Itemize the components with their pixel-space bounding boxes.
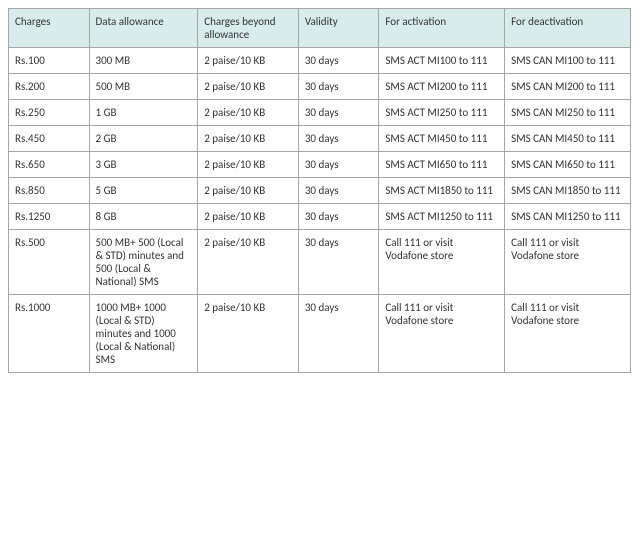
cell-charges-beyond: 2 paise/10 KB (198, 152, 299, 178)
cell-deactivation: SMS CAN MI1250 to 111 (505, 204, 631, 230)
cell-data-allowance: 300 MB (89, 48, 198, 74)
col-header-charges: Charges (9, 9, 90, 48)
cell-charges: Rs.200 (9, 74, 90, 100)
cell-charges-beyond: 2 paise/10 KB (198, 295, 299, 373)
cell-data-allowance: 1000 MB+ 1000 (Local & STD) minutes and … (89, 295, 198, 373)
cell-validity: 30 days (298, 126, 379, 152)
table-header-row: Charges Data allowance Charges beyond al… (9, 9, 631, 48)
cell-data-allowance: 5 GB (89, 178, 198, 204)
cell-activation: SMS ACT MI100 to 111 (379, 48, 505, 74)
table-row: Rs.650 3 GB 2 paise/10 KB 30 days SMS AC… (9, 152, 631, 178)
table-row: Rs.100 300 MB 2 paise/10 KB 30 days SMS … (9, 48, 631, 74)
table-row: Rs.250 1 GB 2 paise/10 KB 30 days SMS AC… (9, 100, 631, 126)
cell-validity: 30 days (298, 178, 379, 204)
cell-activation: SMS ACT MI1850 to 111 (379, 178, 505, 204)
cell-charges-beyond: 2 paise/10 KB (198, 100, 299, 126)
cell-deactivation: Call 111 or visit Vodafone store (505, 230, 631, 295)
col-header-validity: Validity (298, 9, 379, 48)
cell-charges: Rs.1250 (9, 204, 90, 230)
cell-validity: 30 days (298, 295, 379, 373)
table-row: Rs.450 2 GB 2 paise/10 KB 30 days SMS AC… (9, 126, 631, 152)
cell-deactivation: SMS CAN MI1850 to 111 (505, 178, 631, 204)
cell-charges: Rs.650 (9, 152, 90, 178)
cell-deactivation: SMS CAN MI250 to 111 (505, 100, 631, 126)
cell-activation: SMS ACT MI650 to 111 (379, 152, 505, 178)
col-header-deactivation: For deactivation (505, 9, 631, 48)
cell-data-allowance: 2 GB (89, 126, 198, 152)
cell-validity: 30 days (298, 152, 379, 178)
cell-charges-beyond: 2 paise/10 KB (198, 204, 299, 230)
cell-validity: 30 days (298, 74, 379, 100)
cell-data-allowance: 1 GB (89, 100, 198, 126)
cell-validity: 30 days (298, 230, 379, 295)
cell-deactivation: SMS CAN MI650 to 111 (505, 152, 631, 178)
cell-charges-beyond: 2 paise/10 KB (198, 230, 299, 295)
col-header-activation: For activation (379, 9, 505, 48)
cell-charges: Rs.850 (9, 178, 90, 204)
cell-deactivation: SMS CAN MI450 to 111 (505, 126, 631, 152)
cell-data-allowance: 500 MB+ 500 (Local & STD) minutes and 50… (89, 230, 198, 295)
cell-charges: Rs.250 (9, 100, 90, 126)
cell-charges: Rs.450 (9, 126, 90, 152)
col-header-charges-beyond: Charges beyond allowance (198, 9, 299, 48)
cell-charges-beyond: 2 paise/10 KB (198, 74, 299, 100)
cell-validity: 30 days (298, 48, 379, 74)
cell-deactivation: SMS CAN MI100 to 111 (505, 48, 631, 74)
cell-data-allowance: 8 GB (89, 204, 198, 230)
cell-charges-beyond: 2 paise/10 KB (198, 178, 299, 204)
cell-validity: 30 days (298, 204, 379, 230)
table-row: Rs.500 500 MB+ 500 (Local & STD) minutes… (9, 230, 631, 295)
cell-activation: SMS ACT MI250 to 111 (379, 100, 505, 126)
table-body: Rs.100 300 MB 2 paise/10 KB 30 days SMS … (9, 48, 631, 373)
cell-charges-beyond: 2 paise/10 KB (198, 126, 299, 152)
cell-deactivation: Call 111 or visit Vodafone store (505, 295, 631, 373)
table-row: Rs.1000 1000 MB+ 1000 (Local & STD) minu… (9, 295, 631, 373)
cell-charges: Rs.100 (9, 48, 90, 74)
cell-charges: Rs.500 (9, 230, 90, 295)
cell-activation: Call 111 or visit Vodafone store (379, 230, 505, 295)
cell-activation: SMS ACT MI1250 to 111 (379, 204, 505, 230)
cell-activation: Call 111 or visit Vodafone store (379, 295, 505, 373)
table-row: Rs.200 500 MB 2 paise/10 KB 30 days SMS … (9, 74, 631, 100)
col-header-data-allowance: Data allowance (89, 9, 198, 48)
cell-charges-beyond: 2 paise/10 KB (198, 48, 299, 74)
cell-validity: 30 days (298, 100, 379, 126)
table-row: Rs.850 5 GB 2 paise/10 KB 30 days SMS AC… (9, 178, 631, 204)
table-row: Rs.1250 8 GB 2 paise/10 KB 30 days SMS A… (9, 204, 631, 230)
cell-activation: SMS ACT MI200 to 111 (379, 74, 505, 100)
cell-deactivation: SMS CAN MI200 to 111 (505, 74, 631, 100)
cell-data-allowance: 3 GB (89, 152, 198, 178)
cell-data-allowance: 500 MB (89, 74, 198, 100)
cell-activation: SMS ACT MI450 to 111 (379, 126, 505, 152)
pricing-table: Charges Data allowance Charges beyond al… (8, 8, 631, 373)
cell-charges: Rs.1000 (9, 295, 90, 373)
